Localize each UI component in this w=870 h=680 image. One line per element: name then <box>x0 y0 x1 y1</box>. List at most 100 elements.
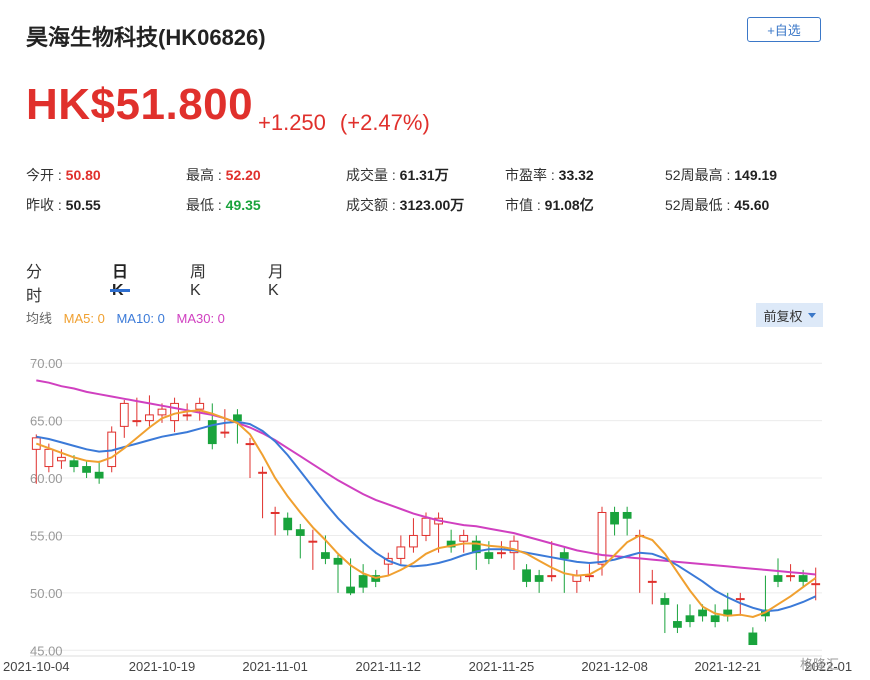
candle-body <box>610 511 619 525</box>
add-watchlist-button[interactable]: +自选 <box>747 17 821 42</box>
candle-body <box>534 575 544 582</box>
stat-value: 149.19 <box>734 167 778 183</box>
stat-label: 市值 : <box>505 197 545 213</box>
candle-body <box>786 575 795 578</box>
candle-body <box>182 414 192 417</box>
candle-body <box>547 575 557 578</box>
ma30-line <box>36 379 816 576</box>
tab-daily-k[interactable]: 日K <box>109 258 131 299</box>
candle-body <box>220 431 230 434</box>
candle-body <box>321 552 330 559</box>
candle-body <box>497 552 506 555</box>
candle-body <box>446 540 456 548</box>
candle-body <box>748 632 758 646</box>
candle-body <box>170 402 179 422</box>
candle-body <box>559 552 569 559</box>
candle-body <box>673 621 682 628</box>
candle-body <box>660 598 670 605</box>
candle-body <box>57 456 66 462</box>
candle-body <box>295 529 305 536</box>
candle-body <box>94 471 104 479</box>
stat-label: 52周最高 : <box>665 167 735 183</box>
candle-body <box>622 511 632 519</box>
y-tick-label: 60.00 <box>30 471 63 486</box>
candle-body <box>459 534 469 542</box>
stat-4: 52周最高 : 149.19 <box>665 165 777 185</box>
candle-body <box>585 575 594 578</box>
tab-weekly-k[interactable]: 周K <box>190 264 207 299</box>
x-tick-label: 2022-01 <box>804 659 852 674</box>
candle-body <box>145 414 154 422</box>
candle-body <box>811 583 821 586</box>
y-tick-label: 50.00 <box>30 586 63 601</box>
stat-0: 今开 : 50.80 <box>26 165 101 185</box>
candle-body <box>119 402 129 427</box>
stat-2: 成交量 : 61.31万 <box>346 165 449 185</box>
x-tick-label: 2021-11-12 <box>356 659 422 674</box>
stat-8: 市值 : 91.08亿 <box>505 195 594 215</box>
stat-6: 最低 : 49.35 <box>186 195 261 215</box>
tab-monthly-k[interactable]: 月K <box>268 264 285 299</box>
candle-body <box>82 466 91 473</box>
y-tick-label: 70.00 <box>30 356 63 371</box>
stat-value: 91.08亿 <box>544 197 594 213</box>
current-price: HK$51.800 <box>26 80 254 129</box>
candle-body <box>258 471 267 474</box>
stat-label: 成交量 : <box>346 167 400 183</box>
candle-body <box>333 557 343 565</box>
candle-body <box>207 420 217 445</box>
adjust-mode-dropdown[interactable]: 前复权 <box>756 303 823 327</box>
candle-body <box>597 511 607 565</box>
candle-body <box>157 408 167 416</box>
x-tick-label: 2021-12-21 <box>694 659 761 674</box>
stock-title: 昊海生物科技(HK06826) <box>26 25 266 50</box>
candle-body <box>698 609 707 617</box>
x-tick-label: 2021-11-25 <box>469 659 535 674</box>
candle-body <box>44 448 54 468</box>
candle-body <box>409 534 418 548</box>
stat-9: 52周最低 : 45.60 <box>665 195 769 215</box>
change-amount: +1.250 <box>258 110 326 135</box>
stat-3: 市盈率 : 33.32 <box>505 165 594 185</box>
candle-body <box>735 598 745 601</box>
legend-ma10: MA10: 0 <box>116 311 165 326</box>
stat-value: 50.80 <box>65 167 101 183</box>
stat-value: 61.31万 <box>399 167 449 183</box>
stat-value: 33.32 <box>558 167 594 183</box>
stat-7: 成交额 : 3123.00万 <box>346 195 464 215</box>
stat-label: 最高 : <box>186 167 226 183</box>
legend-ma30: MA30: 0 <box>176 311 225 326</box>
stat-label: 最低 : <box>186 197 226 213</box>
candle-body <box>421 517 431 536</box>
legend-prefix: 均线 <box>26 311 53 326</box>
candle-body <box>509 540 519 554</box>
x-tick-label: 2021-12-08 <box>581 659 648 674</box>
candle-body <box>31 437 41 450</box>
stat-value: 49.35 <box>225 197 261 213</box>
legend-ma5: MA5: 0 <box>63 311 105 326</box>
candle-body <box>798 575 808 582</box>
candle-body <box>233 414 242 422</box>
candle-body <box>773 575 783 582</box>
candle-body <box>647 580 657 583</box>
y-tick-label: 45.00 <box>30 643 63 658</box>
stat-value: 3123.00万 <box>399 197 465 213</box>
kline-chart[interactable]: 70.00 65.00 60.00 55.00 50.00 45.002021-10-04… <box>0 338 870 680</box>
candle-body <box>396 546 406 559</box>
ma5-line <box>35 409 817 619</box>
candle-body <box>522 569 531 582</box>
y-tick-label: 55.00 <box>30 528 63 543</box>
candle-body <box>471 540 481 554</box>
stat-value: 50.55 <box>65 197 101 213</box>
candle-body <box>69 460 79 468</box>
candle-body <box>283 517 293 531</box>
ma-legend: 均线 MA5: 0 MA10: 0 MA30: 0 <box>26 308 233 327</box>
candle-body <box>245 443 255 446</box>
candle-body <box>346 586 355 594</box>
tab-intraday[interactable]: 分时 <box>26 264 43 305</box>
candle-body <box>358 575 368 588</box>
stat-value: 45.60 <box>734 197 770 213</box>
stat-value: 52.20 <box>225 167 261 183</box>
x-tick-label: 2021-10-19 <box>129 659 196 674</box>
candle-body <box>195 402 205 410</box>
